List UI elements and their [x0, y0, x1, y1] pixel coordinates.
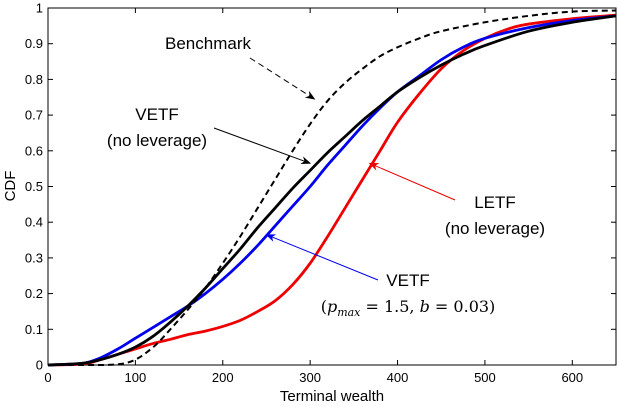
series-letf-line — [47, 13, 617, 367]
formula-mid: = 1.5, — [360, 297, 419, 316]
x-tick-label: 200 — [212, 370, 234, 385]
y-tick-label: 0.3 — [25, 250, 43, 265]
x-tick-label: 500 — [474, 370, 496, 385]
annotation-letf: LETF (no leverage) — [368, 162, 545, 238]
y-tick-label: 0.1 — [25, 322, 43, 337]
annotation-vetf: VETF (no leverage) — [107, 105, 312, 164]
x-tick-label: 0 — [44, 370, 51, 385]
annotation-letf-line2: (no leverage) — [445, 219, 545, 238]
formula-open: ( — [321, 297, 327, 316]
annotation-benchmark-arrow — [249, 57, 316, 100]
annotation-benchmark-label: Benchmark — [165, 34, 251, 53]
formula-p: p — [327, 297, 337, 316]
formula-close: = 0.03) — [430, 297, 495, 316]
y-tick-label: 0.9 — [25, 36, 43, 51]
annotation-vetf-arrow — [213, 127, 312, 164]
series-benchmark-line — [48, 9, 617, 366]
x-tick-label: 100 — [125, 370, 147, 385]
annotation-benchmark: Benchmark — [165, 34, 316, 100]
annotation-vetf-line2: (no leverage) — [107, 131, 207, 150]
y-tick-label: 0.5 — [25, 179, 43, 194]
annotation-vetf-leverage: VETF (pmax = 1.5, b = 0.03) — [265, 234, 496, 319]
y-tick-label: 0.8 — [25, 72, 43, 87]
y-tick-label: 0.7 — [25, 108, 43, 123]
formula-subscript: max — [337, 306, 361, 319]
y-axis-title: CDF — [2, 171, 19, 202]
x-tick-label: 400 — [387, 370, 409, 385]
annotation-letf-line1: LETF — [474, 193, 516, 212]
series-vetf-line — [47, 14, 617, 367]
annotation-vetf-line1: VETF — [135, 105, 178, 124]
x-axis-title: Terminal wealth — [280, 388, 384, 405]
annotation-letf-arrow — [368, 162, 456, 201]
formula-b: b — [420, 297, 430, 316]
annotation-vetf-leverage-formula: (pmax = 1.5, b = 0.03) — [321, 297, 496, 319]
y-tick-label: 0.2 — [25, 286, 43, 301]
y-tick-label: 1 — [36, 1, 43, 16]
y-tick-label: 0 — [36, 358, 43, 373]
axis-ticks: 0 100 200 300 400 500 600 0 0.1 0.2 0.3 0.4 0.5 0.6 0.… — [25, 1, 616, 385]
y-tick-label: 0.6 — [25, 143, 43, 158]
series-vetf-leverage-line — [47, 14, 617, 367]
series-group — [47, 9, 617, 367]
y-tick-label: 0.4 — [25, 215, 43, 230]
x-tick-label: 300 — [299, 370, 321, 385]
x-tick-label: 600 — [561, 370, 583, 385]
annotation-vetf-leverage-line1: VETF — [386, 271, 429, 290]
annotation-vetf-leverage-arrow — [265, 234, 379, 281]
